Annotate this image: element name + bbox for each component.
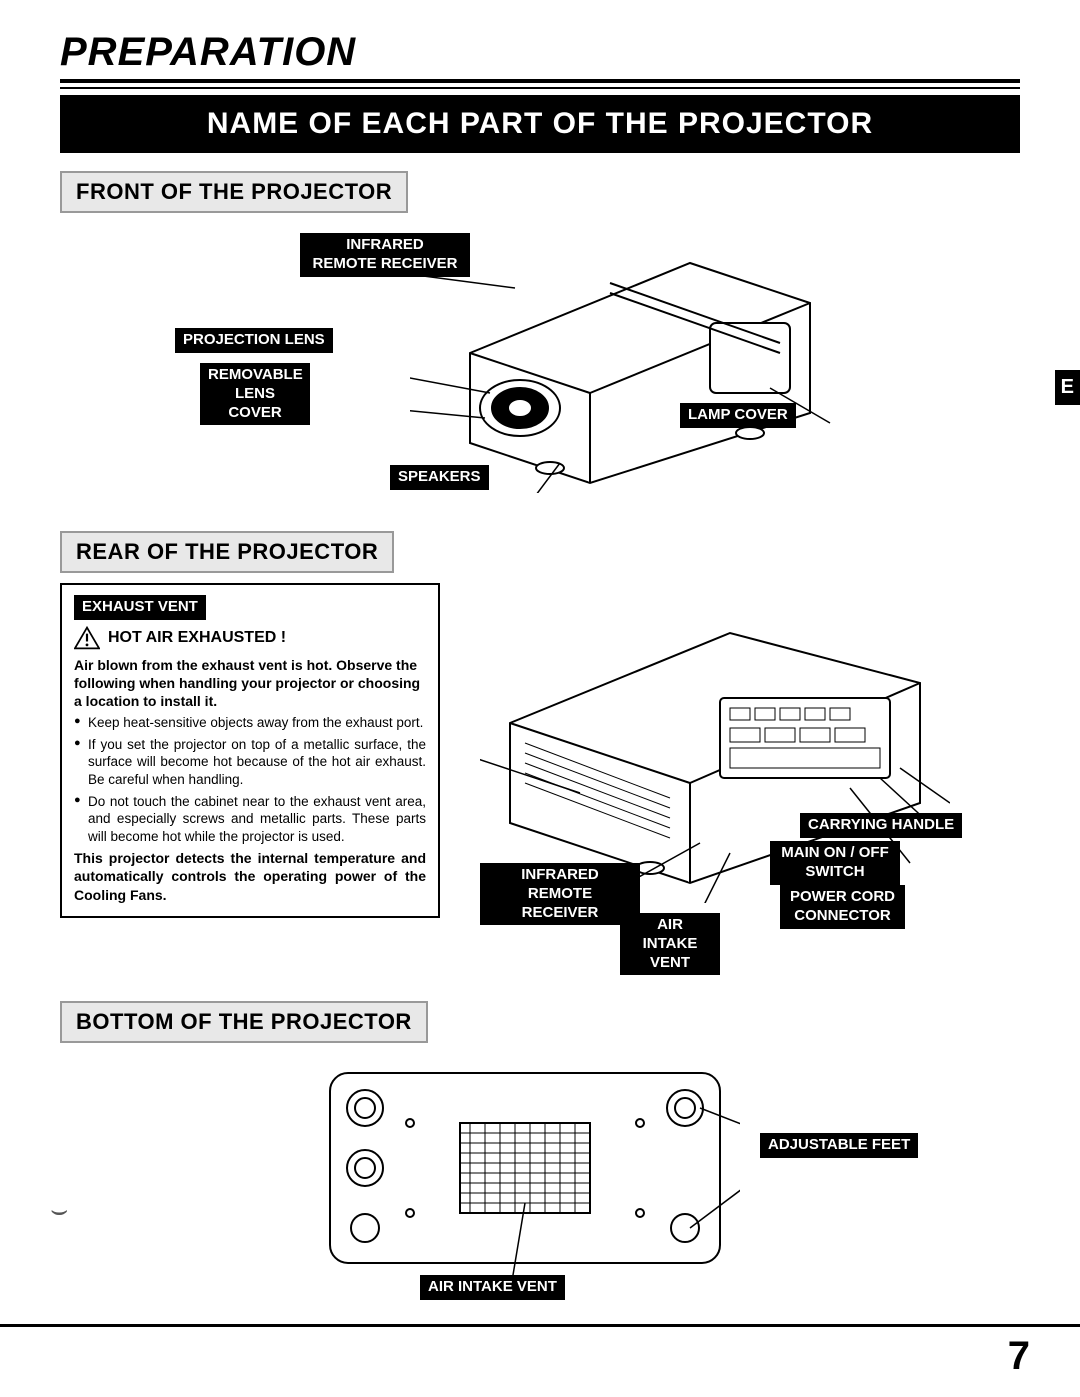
warning-bullet: Keep heat-sensitive objects away from th… [74, 714, 426, 732]
front-diagram: INFRAREDREMOTE RECEIVER PROJECTION LENS … [60, 213, 1020, 513]
label-projection-lens: PROJECTION LENS [175, 328, 333, 353]
page-curl-mark: ⌣ [50, 1194, 68, 1227]
label-adjustable-feet: ADJUSTABLE FEET [760, 1133, 918, 1158]
warning-bullet: If you set the projector on top of a met… [74, 736, 426, 789]
label-air-intake-rear: AIR INTAKEVENT [620, 913, 720, 975]
label-lamp-cover: LAMP COVER [680, 403, 796, 428]
label-exhaust-vent: EXHAUST VENT [74, 595, 206, 620]
label-speakers: SPEAKERS [390, 465, 489, 490]
label-carrying-handle: CARRYING HANDLE [800, 813, 962, 838]
warning-bullets: Keep heat-sensitive objects away from th… [74, 714, 426, 845]
rear-diagram: EXHAUST VENT HOT AIR EXHAUSTED ! Air blo… [60, 583, 1020, 983]
section-header-bottom: BOTTOM OF THE PROJECTOR [60, 1001, 428, 1043]
warning-heading: HOT AIR EXHAUSTED ! [108, 629, 286, 647]
label-main-switch: MAIN ON / OFFSWITCH [770, 841, 900, 885]
warning-icon [74, 626, 100, 650]
projector-bottom-illustration [310, 1053, 740, 1293]
exhaust-warning-box: EXHAUST VENT HOT AIR EXHAUSTED ! Air blo… [60, 583, 440, 918]
label-power-cord: POWER CORDCONNECTOR [780, 885, 905, 929]
warning-bullet: Do not touch the cabinet near to the exh… [74, 793, 426, 846]
label-removable-cover: REMOVABLELENS COVER [200, 363, 310, 425]
page-title: PREPARATION [60, 30, 1020, 75]
bottom-diagram: ADJUSTABLE FEET AIR INTAKE VENT [60, 1043, 1020, 1303]
page-number: 7 [1008, 1334, 1030, 1379]
projector-front-illustration [410, 233, 840, 493]
title-rule [60, 79, 1020, 89]
label-infrared-rear: INFRAREDREMOTE RECEIVER [480, 863, 640, 925]
banner-heading: NAME OF EACH PART OF THE PROJECTOR [60, 95, 1020, 153]
warning-lead: Air blown from the exhaust vent is hot. … [74, 656, 426, 711]
side-tab: E [1055, 370, 1080, 405]
warning-tail: This projector detects the internal temp… [74, 849, 426, 904]
bottom-rule [0, 1324, 1080, 1327]
section-header-rear: REAR OF THE PROJECTOR [60, 531, 394, 573]
label-air-intake-bottom: AIR INTAKE VENT [420, 1275, 565, 1300]
section-header-front: FRONT OF THE PROJECTOR [60, 171, 408, 213]
label-infrared-front: INFRAREDREMOTE RECEIVER [300, 233, 470, 277]
